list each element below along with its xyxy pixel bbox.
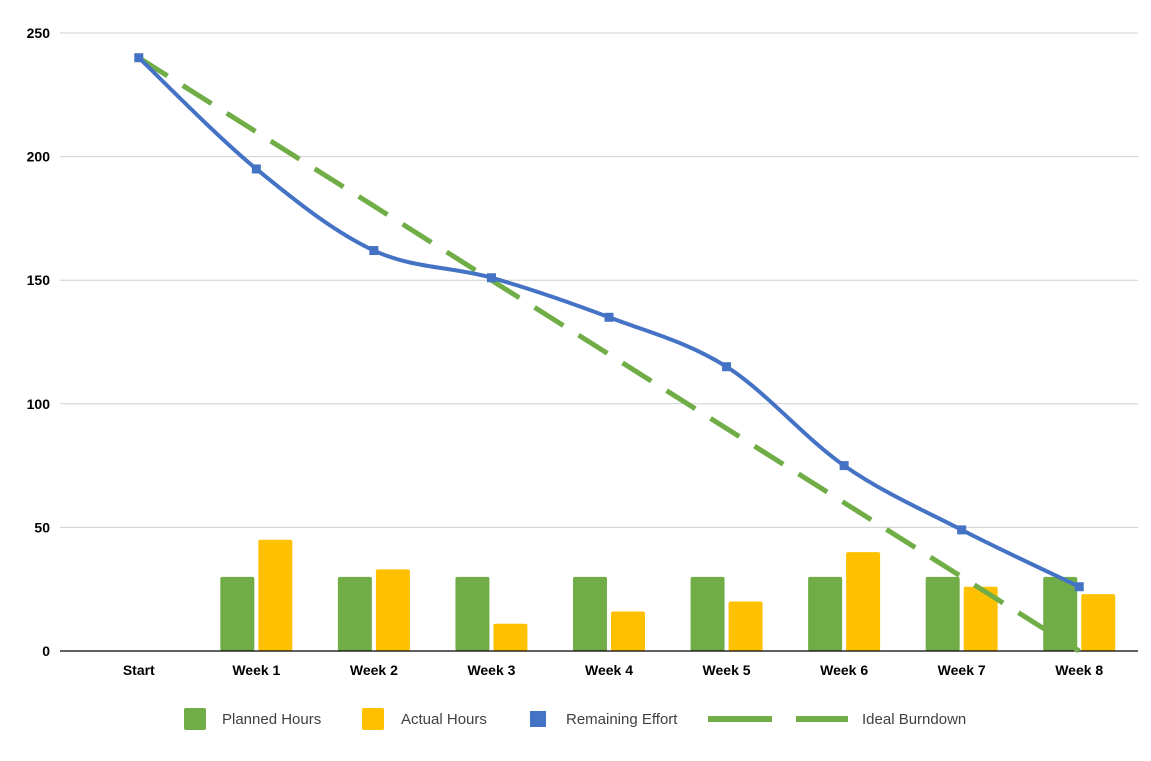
bar-actual-hours	[728, 601, 763, 651]
line-remaining-effort	[136, 55, 1082, 589]
bar-actual-hours	[611, 611, 645, 651]
legend-item-remaining-effort: Remaining Effort	[530, 711, 678, 728]
bar-actual-hours	[493, 623, 528, 651]
y-tick-label: 250	[27, 25, 51, 41]
y-tick-label: 50	[34, 519, 50, 535]
legend-item-planned-hours: Planned Hours	[184, 708, 321, 730]
x-tick-label: Week 2	[350, 662, 398, 678]
bar-planned-hours	[337, 576, 372, 651]
x-tick-label: Week 4	[585, 662, 633, 678]
marker-remaining-effort	[604, 312, 614, 322]
marker-remaining-effort	[369, 246, 379, 256]
x-tick-label: Week 3	[467, 662, 515, 678]
bar-actual-hours	[846, 552, 881, 651]
bar-actual-hours	[1081, 594, 1116, 651]
x-tick-label: Week 1	[232, 662, 280, 678]
bar-planned-hours	[925, 576, 960, 651]
y-tick-label: 100	[27, 396, 51, 412]
y-tick-label: 150	[27, 272, 51, 288]
x-axis-ticks: Start Week 1 Week 2 Week 3 Week 4 Week 5 Week …	[123, 662, 1104, 678]
x-tick-label: Week 6	[820, 662, 868, 678]
bar-planned-hours	[455, 576, 490, 651]
legend-label: Actual Hours	[401, 711, 487, 728]
legend-swatch	[184, 708, 206, 730]
bar-planned-hours	[220, 576, 255, 651]
legend-swatch	[362, 708, 384, 730]
gridlines	[60, 32, 1138, 528]
marker-remaining-effort	[251, 164, 261, 174]
marker-remaining-effort	[486, 273, 496, 283]
bars	[220, 539, 1116, 651]
line-ideal-burndown	[137, 55, 1081, 654]
bar-planned-hours	[573, 576, 607, 651]
y-tick-label: 0	[42, 643, 50, 659]
y-axis-ticks: 0 50 100 150 200 250	[27, 25, 51, 659]
marker-remaining-effort	[722, 362, 732, 372]
bar-planned-hours	[1043, 576, 1078, 651]
marker-remaining-effort	[1074, 582, 1084, 592]
bar-actual-hours	[963, 586, 998, 651]
legend-item-actual-hours: Actual Hours	[362, 708, 487, 730]
legend-label: Planned Hours	[222, 711, 321, 728]
marker-remaining-effort	[839, 461, 849, 471]
bar-actual-hours	[258, 539, 293, 651]
y-tick-label: 200	[27, 149, 51, 165]
lines	[134, 53, 1084, 654]
legend-swatch	[530, 711, 546, 727]
x-tick-label: Start	[123, 662, 155, 678]
bar-planned-hours	[690, 576, 725, 651]
legend-label: Remaining Effort	[566, 711, 678, 728]
x-tick-label: Week 5	[703, 662, 751, 678]
marker-remaining-effort	[134, 53, 144, 63]
legend: Planned Hours Actual Hours Remaining Effor…	[184, 708, 966, 730]
x-tick-label: Week 8	[1055, 662, 1103, 678]
marker-remaining-effort	[957, 525, 967, 535]
legend-label: Ideal Burndown	[862, 711, 966, 728]
legend-item-ideal-burndown: Ideal Burndown	[708, 711, 966, 728]
bar-actual-hours	[375, 569, 410, 651]
x-tick-label: Week 7	[938, 662, 986, 678]
bar-planned-hours	[808, 576, 843, 651]
